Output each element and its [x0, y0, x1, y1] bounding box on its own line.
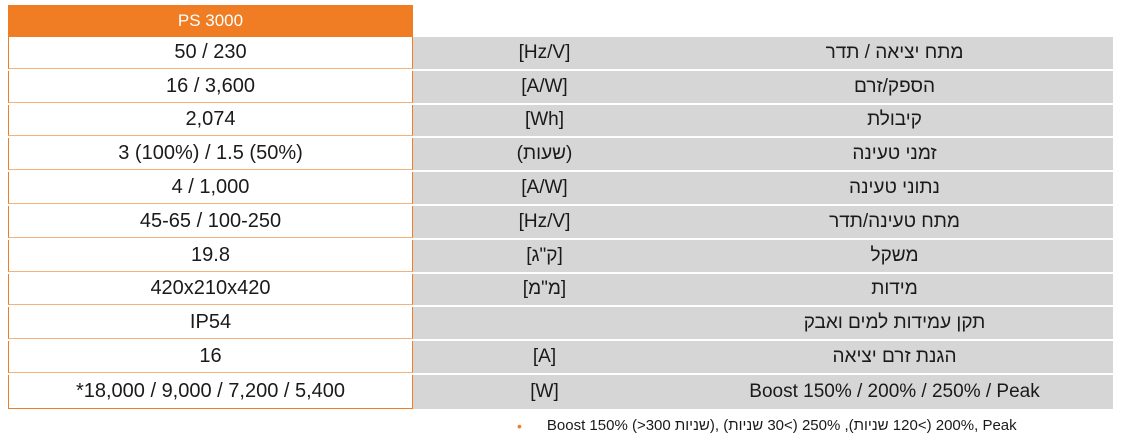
model-name: PS 3000: [177, 11, 244, 30]
table-row: 420x210x420 [מ"מ] מידות: [8, 273, 1113, 308]
value-cell: 4 / 1,000: [8, 172, 413, 204]
unit-cell: [Hz/V]: [413, 205, 676, 238]
param-cell: תקן עמידות למים ואבק: [676, 307, 1113, 340]
value-cell: 16: [8, 341, 413, 373]
unit-cell: [A/W]: [413, 172, 676, 204]
unit-cell: [Hz/V]: [413, 37, 676, 69]
footnote-text: Boost 150% (>300 שניות), 200% (>120 שניו…: [546, 417, 1017, 434]
param-cell: מידות: [676, 273, 1113, 306]
unit-cell: [A/W]: [413, 70, 676, 103]
value-cell: 3 (100%) / 1.5 (50%): [8, 138, 413, 171]
unit-cell: [A]: [413, 341, 676, 373]
param-cell: מתח טעינה/תדר: [676, 205, 1113, 238]
spec-table: 50 / 230 [Hz/V] מתח יציאה / תדר 16 / 3,6…: [8, 37, 1113, 409]
unit-cell: [מ"מ]: [413, 273, 676, 306]
param-cell: מתח יציאה / תדר: [676, 37, 1113, 69]
table-row: 45-65 / 100-250 [Hz/V] מתח טעינה/תדר: [8, 205, 1113, 240]
value-cell: 45-65 / 100-250: [8, 205, 413, 238]
table-row: IP54 תקן עמידות למים ואבק: [8, 307, 1113, 342]
value-cell: 16 / 3,600: [8, 70, 413, 103]
table-row: 50 / 230 [Hz/V] מתח יציאה / תדר: [8, 37, 1113, 71]
value-cell: 19.8: [8, 239, 413, 272]
table-row: 16 [A] הגנת זרם יציאה: [8, 341, 1113, 375]
value-cell: 2,074: [8, 104, 413, 137]
param-cell: זמני טעינה: [676, 138, 1113, 171]
unit-cell: [413, 307, 676, 340]
value-cell: *18,000 / 9,000 / 7,200 / 5,400: [8, 374, 413, 409]
value-cell: 50 / 230: [8, 37, 413, 69]
model-header: PS 3000: [8, 5, 413, 37]
param-cell: משקל: [676, 239, 1113, 272]
table-row: 19.8 [ק"ג] משקל: [8, 239, 1113, 274]
unit-cell: [W]: [413, 374, 676, 409]
table-row: *18,000 / 9,000 / 7,200 / 5,400 [W] Boos…: [8, 374, 1113, 409]
unit-cell: [Wh]: [413, 104, 676, 137]
table-row: 3 (100%) / 1.5 (50%) (שעות) זמני טעינה: [8, 138, 1113, 173]
table-row: 2,074 [Wh] קיבולת: [8, 104, 1113, 139]
param-cell: הגנת זרם יציאה: [676, 341, 1113, 373]
footnote: • Boost 150% (>300 שניות), 200% (>120 שנ…: [517, 417, 1097, 434]
param-cell: הספק/זרם: [676, 70, 1113, 103]
unit-cell: (שעות): [413, 138, 676, 171]
param-cell: Boost 150% / 200% / 250% / Peak: [676, 374, 1113, 409]
table-row: 4 / 1,000 [A/W] נתוני טעינה: [8, 172, 1113, 206]
unit-cell: [ק"ג]: [413, 239, 676, 272]
table-row: 16 / 3,600 [A/W] הספק/זרם: [8, 70, 1113, 105]
value-cell: IP54: [8, 307, 413, 340]
value-cell: 420x210x420: [8, 273, 413, 306]
bullet-icon: •: [517, 417, 522, 434]
param-cell: נתוני טעינה: [676, 172, 1113, 204]
param-cell: קיבולת: [676, 104, 1113, 137]
